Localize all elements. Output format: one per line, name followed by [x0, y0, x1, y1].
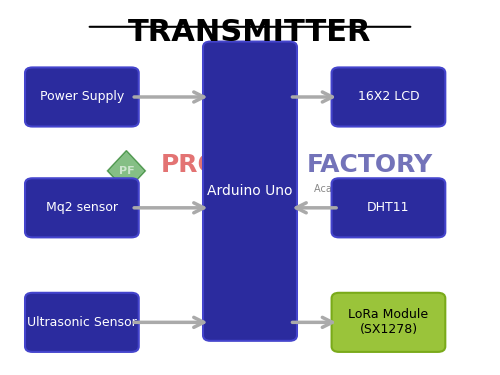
Text: Ultrasonic Sensor: Ultrasonic Sensor: [27, 316, 137, 329]
FancyBboxPatch shape: [332, 68, 446, 126]
FancyBboxPatch shape: [25, 178, 139, 237]
Text: FACTORY: FACTORY: [307, 153, 433, 177]
Text: Academic Projects: Academic Projects: [314, 184, 404, 194]
Text: Mq2 sensor: Mq2 sensor: [46, 201, 118, 214]
FancyBboxPatch shape: [25, 293, 139, 352]
Text: 16X2 LCD: 16X2 LCD: [358, 90, 420, 104]
Text: Arduino Uno: Arduino Uno: [208, 184, 293, 198]
FancyBboxPatch shape: [332, 178, 446, 237]
Text: PF: PF: [118, 166, 134, 176]
Text: LoRa Module
(SX1278): LoRa Module (SX1278): [348, 308, 428, 336]
FancyBboxPatch shape: [203, 42, 297, 341]
Text: TRANSMITTER: TRANSMITTER: [128, 18, 372, 46]
Text: PROJECTS: PROJECTS: [161, 153, 300, 177]
Text: DHT11: DHT11: [367, 201, 410, 214]
Polygon shape: [108, 150, 146, 191]
FancyBboxPatch shape: [332, 293, 446, 352]
Text: Power Supply: Power Supply: [40, 90, 124, 104]
FancyBboxPatch shape: [25, 68, 139, 126]
